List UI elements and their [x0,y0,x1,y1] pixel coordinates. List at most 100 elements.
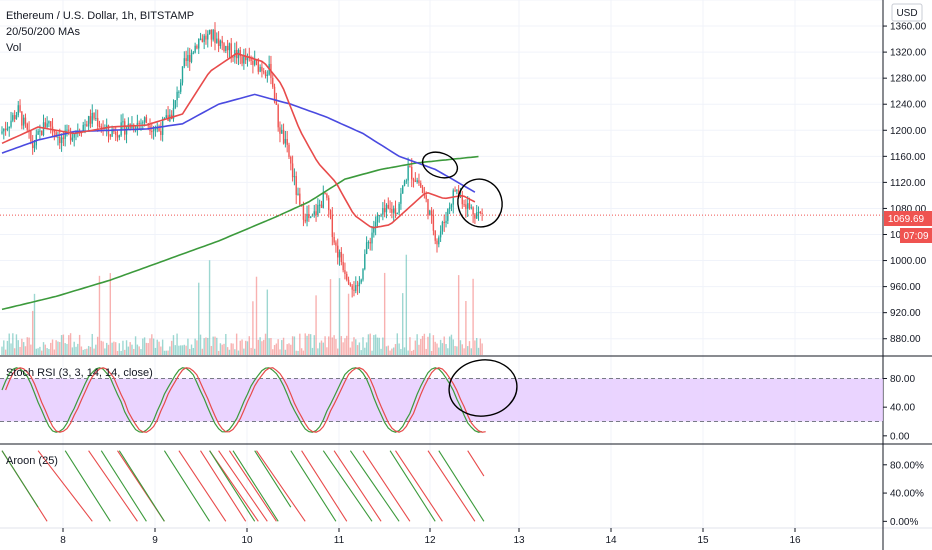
candle-body [89,116,92,124]
candle-body [185,58,187,62]
price-tick-label: 1160.00 [890,152,926,163]
volume-bar [295,350,297,355]
candle-body [275,101,278,105]
volume-bar [383,272,386,355]
volume-bar [450,334,453,355]
candle-body [263,71,265,73]
candle-body [374,222,377,229]
candle-body [297,193,299,195]
volume-bar [259,337,261,355]
volume-bar [355,339,357,355]
candle-body [371,232,373,244]
volume-bar [367,334,370,355]
candle-body [315,211,317,216]
volume-bar [299,333,301,355]
volume-bar [237,350,240,355]
candle-body [143,117,146,123]
price-tick-label: 1000.00 [890,256,927,267]
candle-body [96,118,99,127]
price-axis[interactable]: 1360.00 1320.00 1280.00 1240.00 1200.00 1160.… [883,22,927,346]
volume-bar [98,275,101,355]
volume-bar [392,347,395,355]
currency-button-label[interactable]: USD [896,8,917,19]
volume-bar [143,337,146,355]
candle-body [288,144,290,157]
volume-bar [402,293,404,355]
candle-body [217,38,220,46]
volume-bar [297,350,299,355]
candle-body [26,123,28,130]
volume-bar [120,350,122,355]
annotation-circle-1[interactable] [419,148,461,183]
candle-body [326,194,328,198]
volume-bar [465,300,467,355]
volume-bar [228,349,231,355]
volume-bar [129,342,131,355]
candle-body [178,91,180,93]
annotations[interactable] [419,148,521,421]
candle-body [378,215,380,217]
candle-body [322,192,324,208]
volume-bar [55,340,57,355]
candle-body [414,180,417,183]
candle-body [154,129,157,131]
candle-body [346,273,348,280]
time-tick-label: 14 [605,535,617,546]
volume-bar [46,348,48,355]
volume-bar [62,334,65,355]
volume-bar [304,333,306,355]
stoch-band [0,378,883,422]
volume-bar [147,343,149,355]
candle-body [400,193,402,204]
candle-body [124,121,126,135]
volume-bar [255,276,258,355]
candle-body [391,209,393,213]
time-tick-label: 9 [152,535,158,546]
volume-bar [337,348,339,355]
candle-body [172,107,175,120]
candle-body [342,261,344,271]
volume-bar [161,339,164,355]
volume-bar [35,348,37,355]
volume-bar [174,345,176,355]
volume-bar [131,344,133,355]
volume-bar [226,347,229,355]
volume-bar [149,338,151,355]
volume-bar [230,343,232,355]
stoch-d-line [5,367,486,433]
volume-bar [293,336,296,355]
candle-body [21,111,23,126]
volume-bar [109,273,111,355]
volume-bar [313,335,315,355]
last-price-badge: 1069.69 07:09 [884,211,932,243]
annotation-circle-3[interactable] [445,356,520,421]
candle-body [466,203,469,210]
time-tick-label: 15 [697,535,709,546]
volume-bar [172,335,175,355]
annotation-circle-2[interactable] [453,174,508,232]
time-axis[interactable]: 8 9 10 11 12 13 14 15 16 [60,528,801,546]
candle-body [87,116,90,127]
volume-bar [477,347,480,355]
volume-bar [344,338,346,355]
price-tick-label: 1080.00 [890,204,927,215]
candle-body [109,134,111,137]
volume-bar [118,343,121,355]
candle-body [356,285,359,287]
candle-body [118,135,121,138]
candle-body [396,212,398,214]
volume-bar [448,336,451,355]
volume-bar [244,340,247,355]
candle-body [389,208,391,210]
currency-button-frame[interactable] [891,3,923,22]
currency-button[interactable]: USD [891,3,923,22]
candle-body [12,115,14,121]
volume-bar [373,335,375,355]
price-tick-label: 880.00 [890,334,921,345]
candle-body [50,121,52,127]
volume-bars [1,254,483,355]
candle-body [98,126,101,128]
volume-bar [207,337,209,355]
